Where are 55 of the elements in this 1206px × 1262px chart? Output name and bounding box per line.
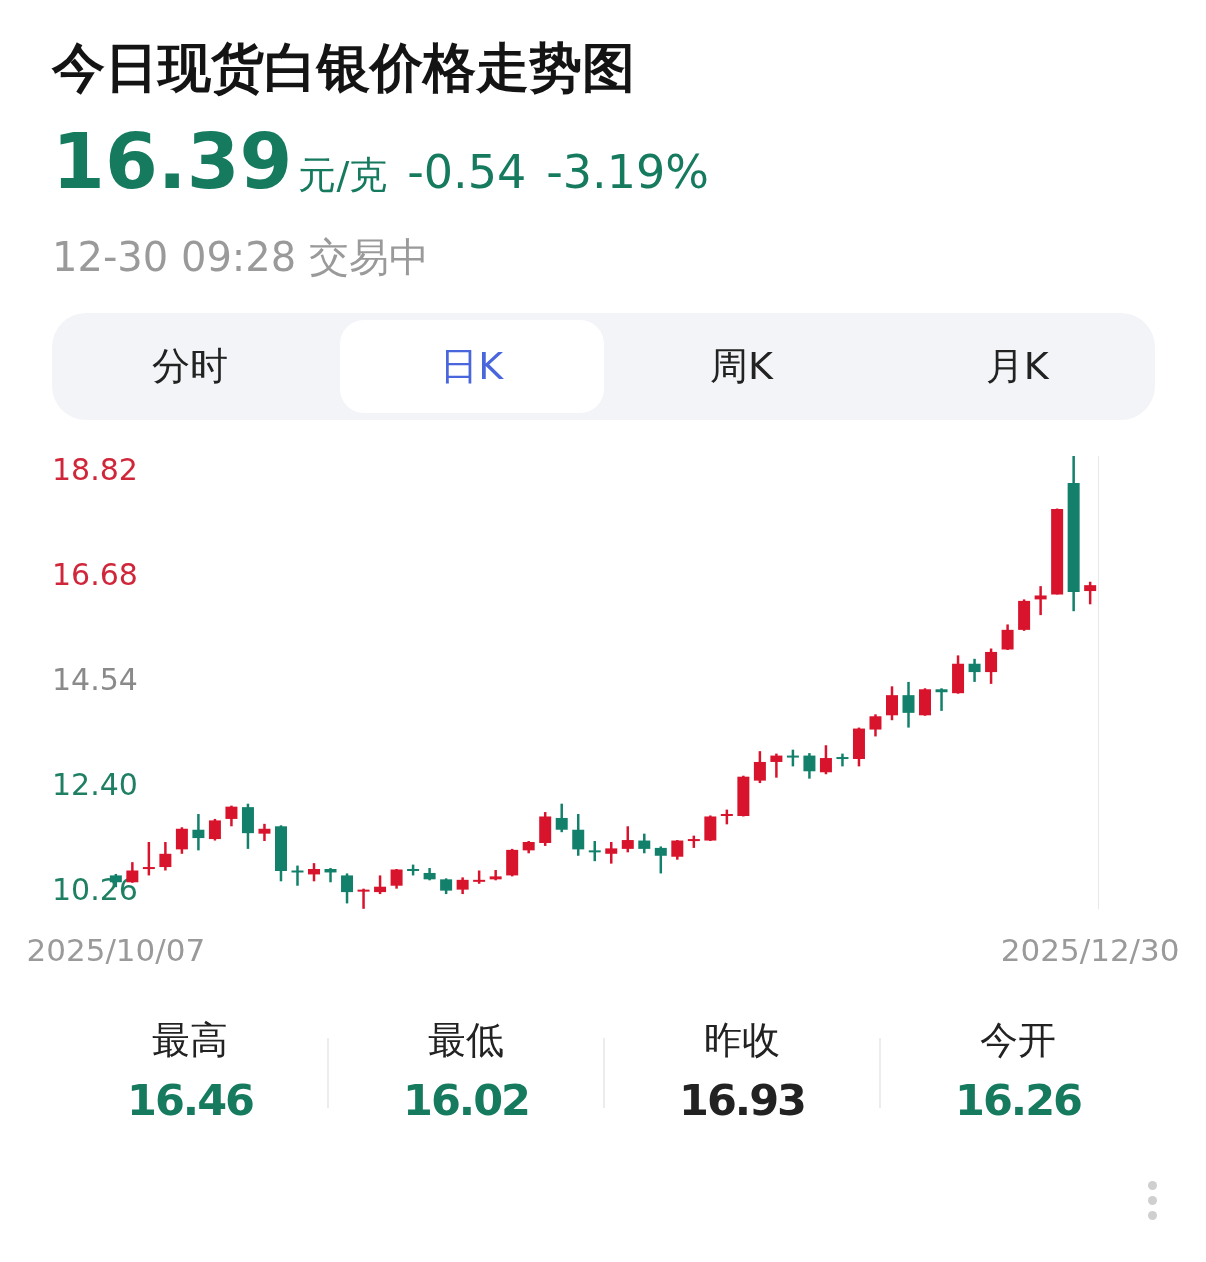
- candlestick: [770, 752, 783, 779]
- text: 16.02: [402, 1074, 530, 1127]
- text: 最低: [427, 1017, 505, 1064]
- candlestick: [885, 685, 898, 722]
- chart-title: 今日现货白银价格走势图: [52, 36, 635, 100]
- candlestick: [968, 657, 981, 684]
- candlestick: [588, 839, 601, 863]
- candlestick: [985, 647, 998, 686]
- candlestick: [555, 802, 568, 834]
- candlestick: [1001, 623, 1014, 652]
- candlestick: [753, 749, 766, 785]
- text: 16.46: [126, 1074, 254, 1127]
- candlestick: [1034, 584, 1047, 617]
- text: 元/克: [298, 152, 388, 199]
- text: 16.39: [52, 116, 293, 208]
- candlestick: [935, 687, 948, 713]
- candlestick: [638, 832, 651, 855]
- chart-subtitle: 12-30 09:28 交易中: [52, 233, 429, 282]
- candlestick: [654, 845, 667, 875]
- tab-bar: 分时 日K 周K 月K: [52, 313, 1155, 420]
- text: 昨收: [703, 1017, 781, 1064]
- x-tick-label: 2025/10/07: [26, 932, 206, 969]
- candlestick: [621, 825, 634, 854]
- candlestick: [374, 874, 387, 896]
- y-tick-label: 12.40: [52, 767, 138, 803]
- y-tick-label: 18.82: [52, 452, 138, 487]
- text: 最高: [151, 1017, 229, 1064]
- candlestick: [803, 751, 816, 780]
- text: 16.26: [954, 1074, 1082, 1127]
- candlestick: [291, 864, 304, 887]
- candlestick: [605, 840, 618, 865]
- candlestick: [341, 872, 354, 905]
- candlestick: [159, 840, 172, 872]
- candlestick: [869, 713, 882, 738]
- candlestick: [572, 812, 585, 858]
- candlestick: [902, 680, 915, 729]
- x-tick-label: 2025/12/30: [1000, 932, 1180, 969]
- candlestick: [836, 752, 849, 768]
- y-tick-label: 14.54: [52, 662, 138, 698]
- text: -0.54: [407, 145, 527, 199]
- candlestick: [671, 838, 684, 861]
- text: 今开: [979, 1017, 1057, 1064]
- candlestick: [357, 887, 370, 911]
- text: 16.93: [678, 1074, 806, 1127]
- candlestick: [308, 861, 321, 883]
- candlestick: [142, 840, 155, 877]
- candlestick: [192, 812, 205, 852]
- text: -3.19%: [546, 145, 709, 199]
- candlestick: [819, 744, 832, 776]
- candlestick: [390, 867, 403, 890]
- candlestick: [1084, 580, 1097, 606]
- y-tick-label: 16.68: [52, 557, 138, 593]
- candlestick: [225, 804, 238, 828]
- candlestick: [208, 817, 221, 842]
- candlestick: [175, 826, 188, 856]
